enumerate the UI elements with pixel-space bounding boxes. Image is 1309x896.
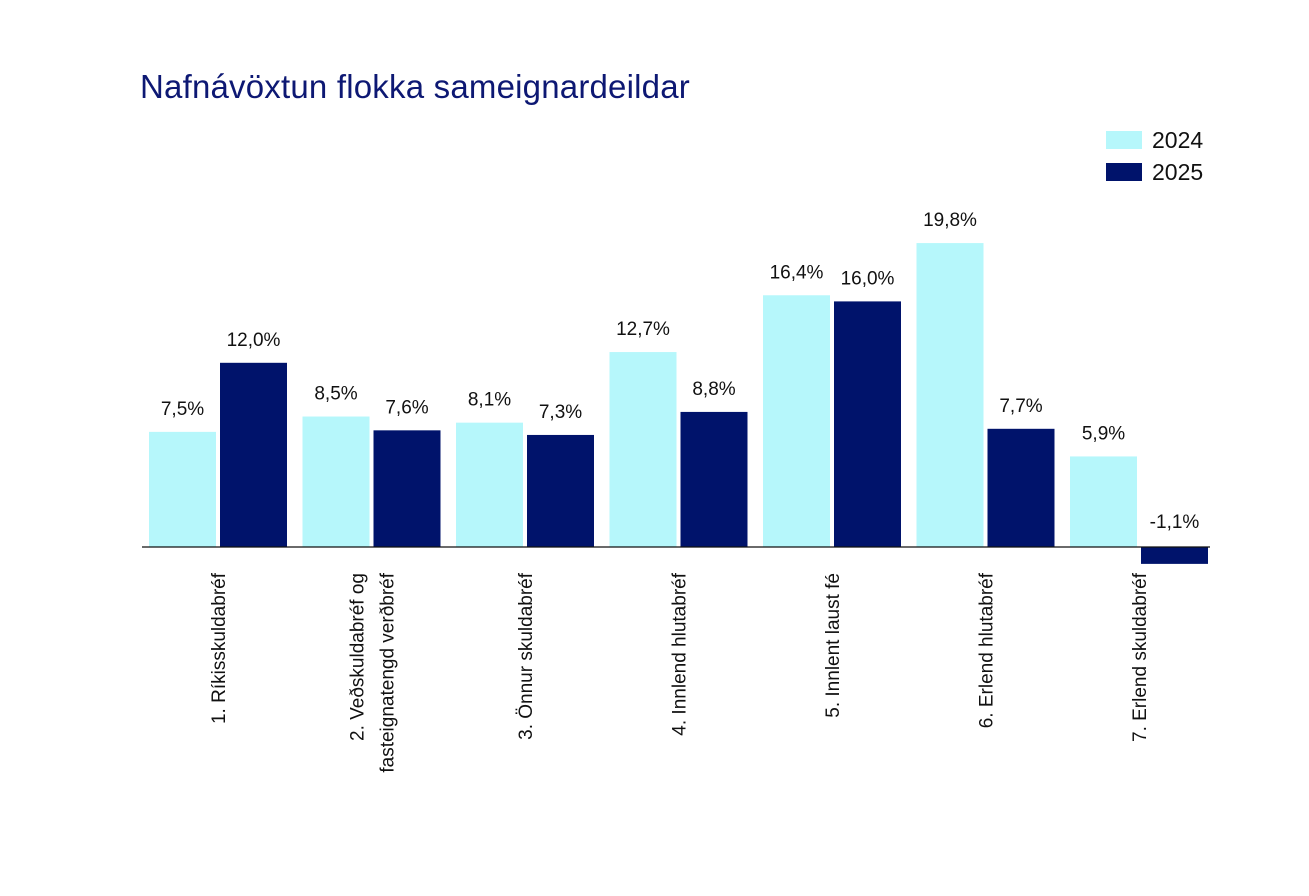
- category-label-6: 6. Erlend hlutabréf: [977, 572, 998, 728]
- legend-item-2024: 2024: [1106, 124, 1203, 156]
- category-label-7-line-1: 7. Erlend skuldabréf: [1130, 572, 1151, 742]
- legend-item-2025: 2025: [1106, 156, 1203, 188]
- category-label-5-line-1: 5. Innlent laust fé: [823, 573, 844, 718]
- value-label-2024-cat-2: 8,5%: [314, 384, 357, 405]
- legend-label-2025: 2025: [1152, 158, 1204, 185]
- category-label-3-line-1: 3. Önnur skuldabréf: [516, 572, 537, 740]
- category-label-5: 5. Innlent laust fé: [823, 573, 844, 718]
- bar-2025-cat-1: [220, 362, 287, 547]
- category-label-2-line-2: fasteignatengd verðbréf: [378, 572, 399, 772]
- legend-swatch-2025: [1106, 163, 1142, 181]
- value-label-2024-cat-7: 5,9%: [1082, 423, 1125, 444]
- category-label-1-line-1: 1. Ríkisskuldabréf: [209, 572, 230, 724]
- value-label-2025-cat-7: -1,1%: [1150, 512, 1200, 533]
- value-label-2024-cat-3: 8,1%: [468, 390, 511, 411]
- value-label-2025-cat-5: 16,0%: [841, 268, 895, 289]
- value-label-2025-cat-2: 7,6%: [385, 397, 428, 418]
- value-label-2025-cat-1: 12,0%: [227, 330, 281, 351]
- value-label-2025-cat-6: 7,7%: [999, 396, 1042, 417]
- bar-2025-cat-3: [527, 434, 594, 547]
- category-label-4: 4. Innlend hlutabréf: [670, 572, 691, 735]
- category-label-2: 2. Veðskuldabréf og fasteignatengd verðbr…: [348, 572, 399, 772]
- chart-title: Nafnávöxtun flokka sameignardeildar: [140, 68, 690, 105]
- category-label-1: 1. Ríkisskuldabréf: [209, 572, 230, 724]
- category-label-7: 7. Erlend skuldabréf: [1130, 572, 1151, 742]
- bar-2024-cat-4: [609, 352, 677, 547]
- bar-2025-cat-6: [987, 428, 1055, 547]
- value-label-2024-cat-4: 12,7%: [616, 319, 670, 340]
- bar-2025-cat-2: [373, 430, 441, 547]
- bar-2025-cat-5: [834, 301, 901, 547]
- value-label-2024-cat-1: 7,5%: [161, 399, 204, 420]
- bar-2024-cat-1: [149, 431, 216, 547]
- bar-2025-cat-7: [1141, 547, 1208, 564]
- bar-2025-cat-4: [680, 411, 748, 547]
- category-label-4-line-1: 4. Innlend hlutabréf: [670, 572, 691, 735]
- bar-2024-cat-5: [763, 295, 830, 547]
- bar-2024-cat-7: [1070, 456, 1137, 547]
- legend-label-2024: 2024: [1152, 126, 1204, 153]
- bar-2024-cat-6: [916, 243, 984, 547]
- value-label-2024-cat-5: 16,4%: [770, 262, 824, 283]
- category-label-6-line-1: 6. Erlend hlutabréf: [977, 572, 998, 728]
- category-label-3: 3. Önnur skuldabréf: [516, 572, 537, 740]
- value-label-2025-cat-3: 7,3%: [539, 402, 582, 423]
- value-label-2024-cat-6: 19,8%: [923, 210, 977, 231]
- legend-swatch-2024: [1106, 131, 1142, 149]
- category-label-2-line-1: 2. Veðskuldabréf og: [348, 573, 369, 741]
- chart-legend: 2024 2025: [1106, 124, 1203, 188]
- bar-2024-cat-2: [302, 416, 370, 547]
- value-label-2025-cat-4: 8,8%: [692, 379, 735, 400]
- bar-2024-cat-3: [456, 422, 523, 547]
